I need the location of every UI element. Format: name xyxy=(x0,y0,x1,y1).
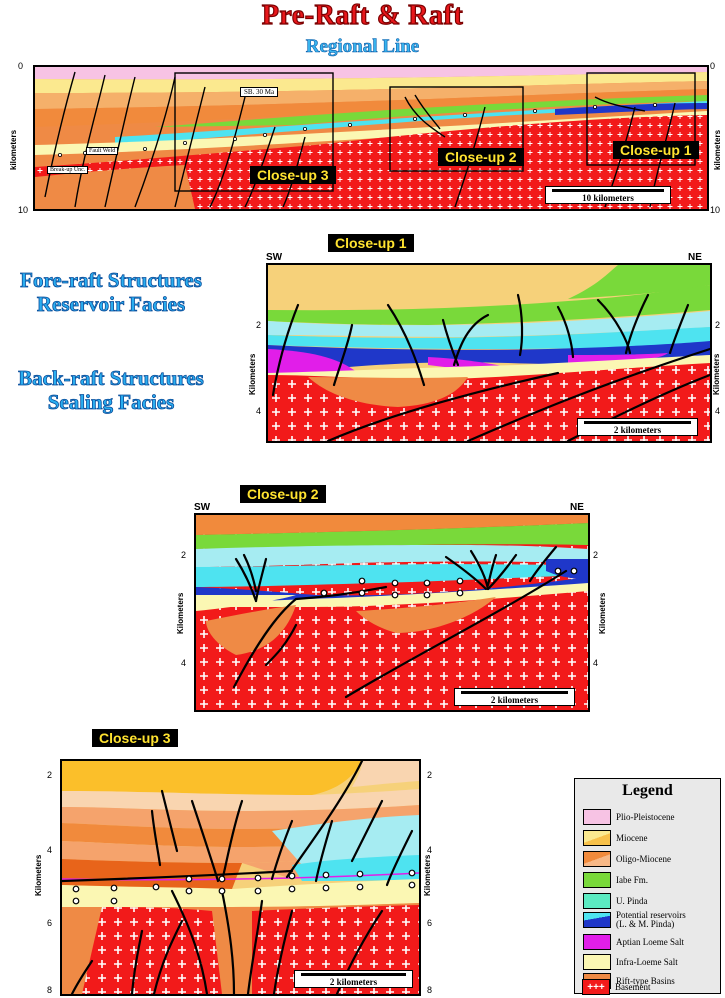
legend-swatch-reservoirs xyxy=(583,912,611,928)
legend-item-reservoirs: Potential reservoirs (L. & M. Pinda) xyxy=(583,911,694,929)
closeup1-axis-label-left: Kilometers xyxy=(248,353,257,395)
closeup2-tick-4-right: 4 xyxy=(593,658,599,668)
regional-closeup1-tag: Close-up 1 xyxy=(613,141,699,159)
legend-label-miocene: Miocene xyxy=(616,832,648,843)
closeup2-scale-line xyxy=(461,691,568,694)
legend-swatch-oligo-miocene xyxy=(583,851,611,867)
regional-depth-bottom-right: 10 xyxy=(710,205,721,215)
legend-label-reservoirs: Potential reservoirs (L. & M. Pinda) xyxy=(616,910,686,929)
legend-item-miocene: Miocene xyxy=(583,830,648,846)
closeup3-tick-4-right: 4 xyxy=(427,845,433,855)
regional-closeup3-tag: Close-up 3 xyxy=(250,166,336,184)
closeup1-tick-4-right: 4 xyxy=(715,406,721,416)
closeup2-axis-label-right: Kilometers xyxy=(598,592,607,634)
closeup1-graphic xyxy=(268,265,710,441)
closeup2-tick-2-right: 2 xyxy=(593,550,599,560)
closeup2-axis-label-left: Kilometers xyxy=(176,592,185,634)
regional-scale-line xyxy=(552,189,664,192)
closeup1-scale-bar: 2 kilometers xyxy=(577,418,698,436)
legend-item-aptian-salt: Aptian Loeme Salt xyxy=(583,934,684,950)
regional-closeup2-tag: Close-up 2 xyxy=(438,148,524,166)
regional-depth-bottom-left: 10 xyxy=(18,205,29,215)
closeup3-scale-label: 2 kilometers xyxy=(329,977,378,987)
regional-depth-top-right: 0 xyxy=(710,61,716,71)
closeup3-tick-2-left: 2 xyxy=(47,770,53,780)
sb-30ma-label: SB. 30 Ma xyxy=(240,87,279,97)
legend-swatch-miocene xyxy=(583,830,611,846)
closeup3-axis-label-left: Kilometers xyxy=(34,854,43,896)
closeup2-scale-label: 2 kilometers xyxy=(490,695,539,705)
fault-weld-label: Fault Weld xyxy=(86,147,119,155)
legend: Legend Plio-Pleistocene Miocene Oligo-Mi… xyxy=(574,778,721,994)
legend-swatch-aptian-salt xyxy=(583,934,611,950)
closeup3-tick-8-right: 8 xyxy=(427,985,433,995)
closeup3-axis-label-right: Kilometers xyxy=(423,854,432,896)
closeup2-section xyxy=(194,513,590,712)
breakup-unc-label: Break-up Unc. xyxy=(47,166,89,174)
closeup1-section xyxy=(266,263,712,443)
regional-scale-label: 10 kilometers xyxy=(582,193,634,203)
closeup2-graphic xyxy=(196,515,588,710)
legend-swatch-plio-pleistocene xyxy=(583,809,611,825)
legend-item-infra-salt: Infra-Loeme Salt xyxy=(583,954,678,970)
closeup1-ne: NE xyxy=(688,252,702,263)
legend-item-basement: +++ Basement xyxy=(582,979,651,995)
closeup3-graphic xyxy=(62,761,419,994)
legend-item-iabe: Iabe Fm. xyxy=(583,872,648,888)
legend-label-iabe: Iabe Fm. xyxy=(616,874,648,885)
closeup1-scale-label: 2 kilometers xyxy=(613,425,662,435)
regional-scale-bar: 10 kilometers xyxy=(545,186,671,204)
closeup3-tag: Close-up 3 xyxy=(92,729,178,747)
back-raft-title: Back-raft Structures xyxy=(18,366,204,391)
legend-label-aptian-salt: Aptian Loeme Salt xyxy=(616,936,684,947)
legend-label-plio-pleistocene: Plio-Pleistocene xyxy=(616,811,675,822)
legend-swatch-u-pinda xyxy=(583,893,611,909)
closeup3-tick-6-left: 6 xyxy=(47,918,53,928)
closeup3-tick-2-right: 2 xyxy=(427,770,433,780)
legend-swatch-infra-salt xyxy=(583,954,611,970)
closeup2-tick-4-left: 4 xyxy=(181,658,187,668)
legend-item-oligo-miocene: Oligo-Miocene xyxy=(583,851,671,867)
closeup1-sw: SW xyxy=(266,252,283,263)
closeup2-tag: Close-up 2 xyxy=(240,485,326,503)
closeup1-tick-2-left: 2 xyxy=(256,320,262,330)
reservoir-facies-title: Reservoir Facies xyxy=(36,292,186,317)
closeup1-scale-line xyxy=(584,421,691,424)
regional-section-graphic xyxy=(35,67,707,209)
legend-title: Legend xyxy=(622,782,673,799)
legend-label-basement: Basement xyxy=(615,981,651,992)
closeup3-tick-4-left: 4 xyxy=(47,845,53,855)
closeup3-scale-line xyxy=(301,973,406,976)
closeup1-tick-2-right: 2 xyxy=(715,320,721,330)
closeup2-scale-bar: 2 kilometers xyxy=(454,688,575,706)
legend-label-rift-basins: Rift-type Basins xyxy=(616,975,675,986)
closeup3-scale-bar: 2 kilometers xyxy=(294,970,413,988)
legend-label-oligo-miocene: Oligo-Miocene xyxy=(616,853,671,864)
closeup1-tick-4-left: 4 xyxy=(256,406,262,416)
legend-item-u-pinda: U. Pinda xyxy=(583,893,648,909)
closeup3-tick-6-right: 6 xyxy=(427,918,433,928)
main-title: Pre-Raft & Raft xyxy=(261,0,464,32)
closeup2-ne: NE xyxy=(570,502,584,513)
legend-swatch-iabe xyxy=(583,872,611,888)
closeup3-tick-8-left: 8 xyxy=(47,985,53,995)
regional-section xyxy=(33,65,709,211)
closeup3-section xyxy=(60,759,421,996)
legend-label-u-pinda: U. Pinda xyxy=(616,895,648,906)
closeup1-axis-label-right: Kilometers xyxy=(712,353,721,395)
regional-axis-label-left: kilometers xyxy=(9,129,18,170)
closeup2-tick-2-left: 2 xyxy=(181,550,187,560)
legend-swatch-basement: +++ xyxy=(582,979,610,995)
legend-item-plio-pleistocene: Plio-Pleistocene xyxy=(583,809,675,825)
regional-depth-top-left: 0 xyxy=(18,61,24,71)
legend-label-infra-salt: Infra-Loeme Salt xyxy=(616,956,678,967)
closeup2-sw: SW xyxy=(194,502,211,513)
fore-raft-title: Fore-raft Structures xyxy=(20,268,203,293)
regional-line-title: Regional Line xyxy=(305,36,420,58)
closeup1-tag: Close-up 1 xyxy=(328,234,414,252)
regional-axis-label-right: kilometers xyxy=(713,129,722,170)
sealing-facies-title: Sealing Facies xyxy=(47,390,175,415)
